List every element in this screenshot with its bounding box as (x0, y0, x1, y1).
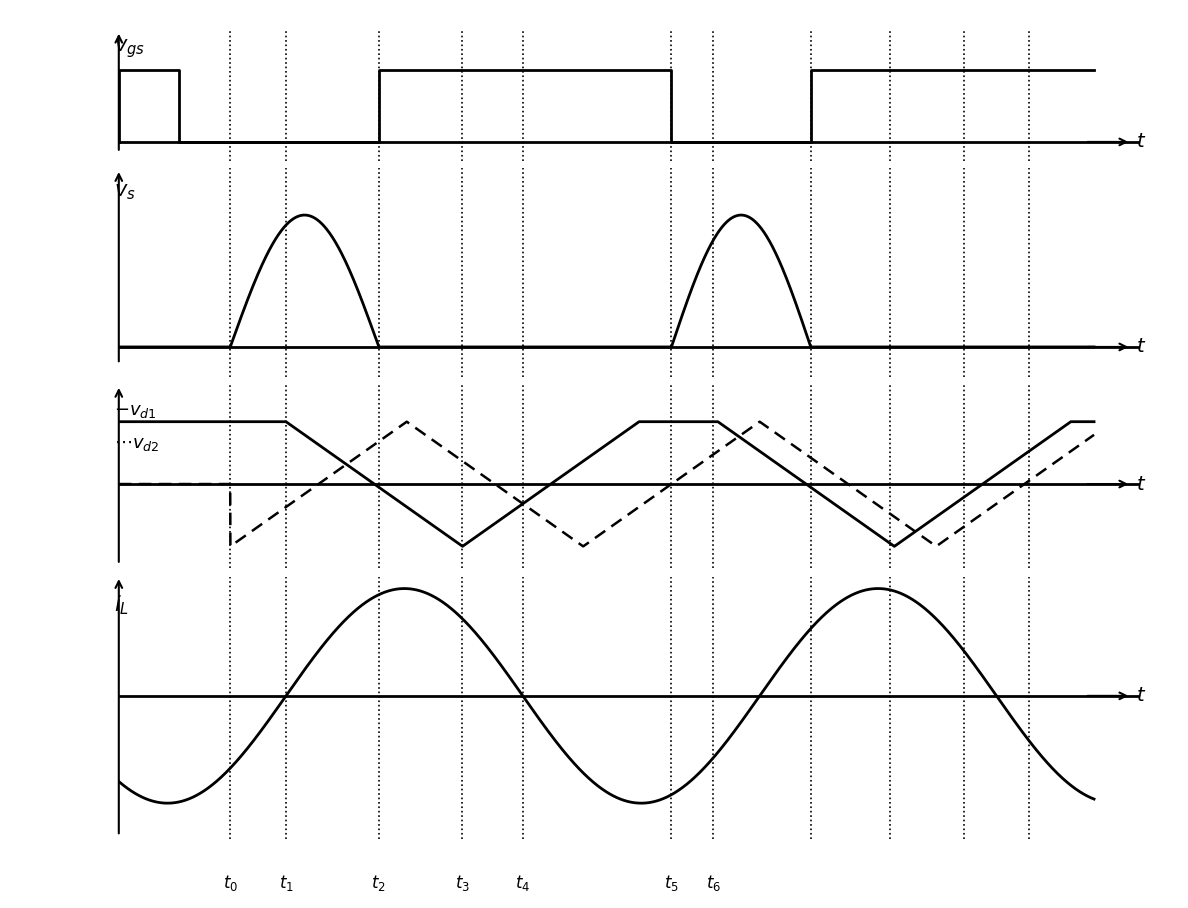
Text: $t_2$: $t_2$ (372, 873, 386, 893)
Text: $i_L$: $i_L$ (114, 593, 129, 617)
Text: $t$: $t$ (1136, 475, 1146, 494)
Text: $t_4$: $t_4$ (516, 873, 530, 893)
Text: $v_s$: $v_s$ (114, 183, 135, 202)
Text: $t$: $t$ (1136, 686, 1146, 706)
Text: $v_{gs}$: $v_{gs}$ (114, 37, 145, 60)
Text: $t$: $t$ (1136, 133, 1146, 152)
Text: $\cdots v_{d2}$: $\cdots v_{d2}$ (114, 435, 159, 453)
Text: $t_3$: $t_3$ (455, 873, 470, 893)
Text: $t$: $t$ (1136, 338, 1146, 357)
Text: $t_1$: $t_1$ (278, 873, 293, 893)
Text: $t_5$: $t_5$ (664, 873, 678, 893)
Text: $-v_{d1}$: $-v_{d1}$ (114, 401, 157, 419)
Text: $t_0$: $t_0$ (222, 873, 238, 893)
Text: $t_6$: $t_6$ (706, 873, 721, 893)
